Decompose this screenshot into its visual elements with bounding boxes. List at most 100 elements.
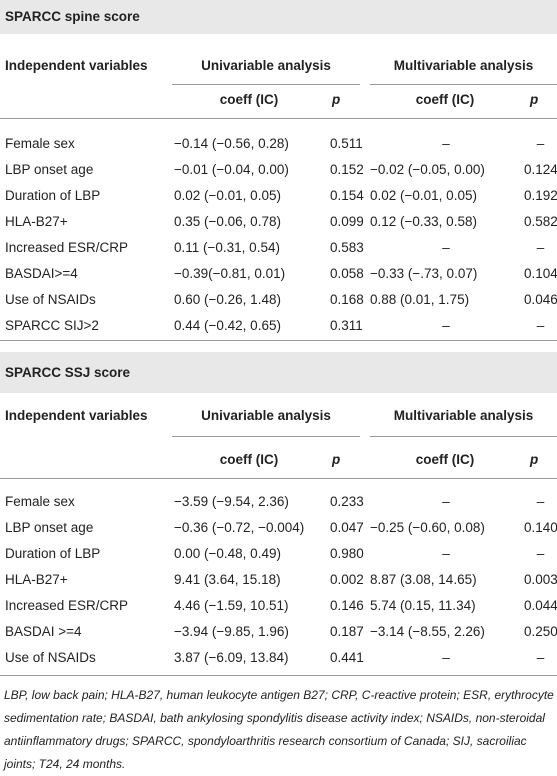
cell: 0.582	[524, 214, 557, 229]
cell: 0.104	[524, 266, 557, 281]
cell: −3.94 (−9.85, 1.96)	[174, 624, 289, 639]
cell: 0.140	[524, 520, 557, 535]
cell: 0.003	[524, 572, 557, 587]
footnote: LBP, low back pain; HLA-B27, human leuko…	[4, 688, 554, 771]
cell: 0.233	[330, 494, 364, 509]
cell: Duration of LBP	[5, 188, 101, 203]
cell: 8.87 (3.08, 14.65)	[370, 572, 477, 587]
cell: −3.59 (−9.54, 2.36)	[174, 494, 289, 509]
rule	[172, 84, 360, 85]
header-cell: p	[332, 452, 341, 467]
cell: −0.36 (−0.72, −0.004)	[174, 520, 305, 535]
section-title: SPARCC SSJ score	[5, 364, 131, 380]
cell: –	[536, 650, 545, 665]
cell: –	[536, 494, 545, 509]
cell: HLA-B27+	[5, 214, 68, 229]
cell: BASDAI >=4	[5, 624, 82, 639]
cell: 5.74 (0.15, 11.34)	[370, 598, 476, 613]
cell: 0.02 (−0.01, 0.05)	[370, 188, 477, 203]
cell: 0.00 (−0.48, 0.49)	[174, 546, 281, 561]
header-cell: coeff (IC)	[219, 92, 279, 107]
cell: Use of NSAIDs	[5, 292, 96, 307]
cell: 0.35 (−0.06, 0.78)	[174, 214, 281, 229]
cell: 0.11 (−0.31, 0.54)	[174, 240, 280, 255]
cell: –	[442, 318, 450, 333]
header-cell: Univariable analysis	[201, 58, 331, 73]
rule	[0, 118, 557, 119]
cell: HLA-B27+	[5, 572, 68, 587]
cell: –	[536, 546, 545, 561]
cell: 0.250	[524, 624, 557, 639]
header-cell: p	[332, 92, 341, 107]
header-cell: coeff (IC)	[415, 92, 475, 107]
cell: BASDAI>=4	[5, 266, 78, 281]
cell: –	[442, 136, 450, 151]
cell: 0.980	[330, 546, 364, 561]
cell: 0.88 (0.01, 1.75)	[370, 292, 470, 307]
cell: 0.12 (−0.33, 0.58)	[370, 214, 477, 229]
cell: –	[442, 494, 450, 509]
header-cell: Univariable analysis	[201, 408, 331, 423]
rule	[172, 436, 360, 437]
rule	[0, 340, 557, 341]
cell: –	[442, 650, 450, 665]
cell: Female sex	[5, 494, 75, 509]
cell: 0.047	[330, 520, 364, 535]
cell: 3.87 (−6.09, 13.84)	[174, 650, 289, 665]
header-cell: coeff (IC)	[415, 452, 475, 467]
cell: Use of NSAIDs	[5, 650, 96, 665]
cell: 0.441	[330, 650, 364, 665]
cell: 0.44 (−0.42, 0.65)	[174, 318, 281, 333]
cell: Female sex	[5, 136, 75, 151]
cell: 0.60 (−0.26, 1.48)	[174, 292, 281, 307]
rule	[0, 675, 557, 676]
rule	[370, 436, 557, 437]
cell: 0.099	[330, 214, 364, 229]
cell: Duration of LBP	[5, 546, 101, 561]
rule	[0, 478, 557, 479]
cell: –	[536, 318, 545, 333]
cell: 0.146	[330, 598, 364, 613]
cell: −0.25 (−0.60, 0.08)	[370, 520, 485, 535]
section-title: SPARCC spine score	[5, 9, 140, 24]
cell: −0.01 (−0.04, 0.00)	[174, 162, 289, 177]
cell: Increased ESR/CRP	[5, 598, 129, 613]
header-cell: coeff (IC)	[219, 452, 279, 467]
section-band	[0, 352, 557, 393]
cell: −0.39(−0.81, 0.01)	[174, 266, 286, 281]
rule	[370, 84, 557, 85]
cell: –	[536, 136, 545, 151]
header-cell: Independent variables	[5, 58, 148, 73]
cell: −0.14 (−0.56, 0.28)	[174, 136, 289, 151]
cell: −3.14 (−8.55, 2.26)	[370, 624, 485, 639]
cell: –	[442, 546, 450, 561]
cell: Increased ESR/CRP	[5, 240, 129, 255]
cell: 0.044	[524, 598, 557, 613]
cell: 0.046	[524, 292, 557, 307]
cell: −0.02 (−0.05, 0.00)	[370, 162, 485, 177]
cell: 0.02 (−0.01, 0.05)	[174, 188, 281, 203]
cell: 0.192	[524, 188, 557, 203]
cell: LBP onset age	[5, 162, 94, 177]
cell: –	[536, 240, 545, 255]
cell: SPARCC SIJ>2	[5, 318, 99, 333]
cell: 0.152	[330, 162, 364, 177]
cell: 0.002	[330, 572, 364, 587]
header-cell: Multivariable analysis	[393, 408, 534, 423]
cell: 0.583	[330, 240, 364, 255]
cell: −0.33 (−.73, 0.07)	[370, 266, 478, 281]
cell: 0.124	[524, 162, 557, 177]
header-cell: p	[530, 452, 539, 467]
cell: LBP onset age	[5, 520, 94, 535]
cell: 0.154	[330, 188, 364, 203]
cell: –	[442, 240, 450, 255]
cell: 9.41 (3.64, 15.18)	[174, 572, 281, 587]
header-cell: p	[530, 92, 539, 107]
cell: 4.46 (−1.59, 10.51)	[174, 598, 289, 613]
cell: 0.511	[330, 136, 363, 151]
cell: 0.058	[330, 266, 364, 281]
cell: 0.187	[330, 624, 364, 639]
header-cell: Independent variables	[5, 408, 148, 423]
cell: 0.168	[330, 292, 364, 307]
